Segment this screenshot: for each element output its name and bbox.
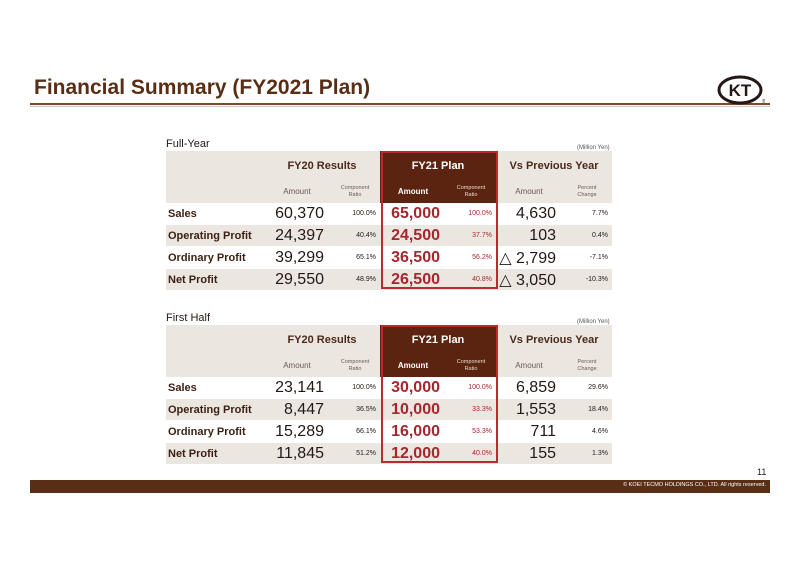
vs-percent: 0.4%: [562, 224, 612, 247]
group-fy21-header: FY21 Plan: [380, 151, 496, 180]
fy21-amount: 16,000: [380, 420, 446, 443]
header-blank: [166, 325, 264, 377]
fy21-ratio: 37.7%: [446, 224, 496, 247]
fy20-amount: 11,845: [264, 442, 330, 465]
fy20-amount: 15,289: [264, 420, 330, 443]
fy20-amount: 8,447: [264, 398, 330, 421]
fy21-ratio: 53.3%: [446, 420, 496, 443]
row-label: Sales: [166, 377, 264, 399]
vs-amount: △ 3,050: [496, 268, 562, 291]
fy21-ratio: 33.3%: [446, 398, 496, 421]
sub-amount-plan: Amount: [380, 354, 446, 377]
vs-percent: -7.1%: [562, 246, 612, 269]
table-row: Ordinary Profit 39,299 65.1% 36,500 56.2…: [166, 246, 612, 269]
fy20-amount: 39,299: [264, 246, 330, 269]
fy21-ratio: 40.0%: [446, 442, 496, 465]
logo-text: KT: [729, 81, 752, 100]
vs-amount: 6,859: [496, 377, 562, 399]
sub-component-ratio-plan: Component Ratio: [446, 180, 496, 203]
section-label-full-year: Full-Year: [166, 138, 210, 150]
vs-amount: 4,630: [496, 203, 562, 225]
fy20-amount: 23,141: [264, 377, 330, 399]
fy20-ratio: 100.0%: [330, 203, 380, 225]
vs-amount: 711: [496, 420, 562, 443]
fy21-amount: 65,000: [380, 203, 446, 225]
sub-percent-change: Percent Change: [562, 180, 612, 203]
vs-amount: 155: [496, 442, 562, 465]
vs-amount: 103: [496, 224, 562, 247]
vs-percent: 18.4%: [562, 398, 612, 421]
fy21-ratio: 100.0%: [446, 203, 496, 225]
table-row: Net Profit 29,550 48.9% 26,500 40.8% △ 3…: [166, 268, 612, 291]
vs-percent: -10.3%: [562, 268, 612, 291]
footer-bar: © KOEI TECMO HOLDINGS CO., LTD. All righ…: [30, 480, 770, 493]
sub-amount-plan: Amount: [380, 180, 446, 203]
fy21-ratio: 100.0%: [446, 377, 496, 399]
row-label: Ordinary Profit: [166, 246, 264, 269]
company-logo: KT ®: [717, 75, 765, 105]
row-label: Operating Profit: [166, 398, 264, 421]
fy20-ratio: 40.4%: [330, 224, 380, 247]
fy20-ratio: 66.1%: [330, 420, 380, 443]
fy21-amount: 24,500: [380, 224, 446, 247]
row-label: Operating Profit: [166, 224, 264, 247]
table-row: Sales 23,141 100.0% 30,000 100.0% 6,859 …: [166, 377, 612, 399]
copyright-text: © KOEI TECMO HOLDINGS CO., LTD. All righ…: [623, 482, 766, 488]
group-vs-header: Vs Previous Year: [496, 151, 612, 180]
group-fy21-header: FY21 Plan: [380, 325, 496, 354]
fy20-amount: 60,370: [264, 203, 330, 225]
group-fy20-header: FY20 Results: [264, 325, 380, 354]
first-half-table: FY20 Results FY21 Plan Vs Previous Year …: [166, 325, 612, 465]
row-label: Net Profit: [166, 442, 264, 465]
section-label-first-half: First Half: [166, 312, 210, 324]
unit-label: (Million Yen): [577, 145, 610, 151]
fy20-amount: 24,397: [264, 224, 330, 247]
fy20-ratio: 51.2%: [330, 442, 380, 465]
row-label: Sales: [166, 203, 264, 225]
svg-text:®: ®: [762, 98, 765, 105]
vs-percent: 7.7%: [562, 203, 612, 225]
header-blank: [166, 151, 264, 203]
fy21-ratio: 40.8%: [446, 268, 496, 291]
fy21-amount: 30,000: [380, 377, 446, 399]
fy21-amount: 12,000: [380, 442, 446, 465]
page-title: Financial Summary (FY2021 Plan): [34, 76, 371, 99]
full-year-table: FY20 Results FY21 Plan Vs Previous Year …: [166, 151, 612, 291]
fy20-ratio: 65.1%: [330, 246, 380, 269]
vs-percent: 4.6%: [562, 420, 612, 443]
sub-component-ratio: Component Ratio: [330, 354, 380, 377]
table-row: Net Profit 11,845 51.2% 12,000 40.0% 155…: [166, 442, 612, 465]
group-fy20-header: FY20 Results: [264, 151, 380, 180]
sub-amount: Amount: [264, 354, 330, 377]
table-row: Ordinary Profit 15,289 66.1% 16,000 53.3…: [166, 420, 612, 443]
unit-label: (Million Yen): [577, 319, 610, 325]
sub-percent-change: Percent Change: [562, 354, 612, 377]
vs-percent: 1.3%: [562, 442, 612, 465]
vs-amount: △ 2,799: [496, 246, 562, 269]
fy21-amount: 10,000: [380, 398, 446, 421]
table-row: Sales 60,370 100.0% 65,000 100.0% 4,630 …: [166, 203, 612, 225]
fy20-ratio: 100.0%: [330, 377, 380, 399]
row-label: Ordinary Profit: [166, 420, 264, 443]
sub-amount-vs: Amount: [496, 354, 562, 377]
title-divider: [30, 103, 770, 105]
page-number: 11: [757, 467, 767, 477]
sub-component-ratio-plan: Component Ratio: [446, 354, 496, 377]
fy21-amount: 26,500: [380, 268, 446, 291]
group-vs-header: Vs Previous Year: [496, 325, 612, 354]
fy20-amount: 29,550: [264, 268, 330, 291]
vs-percent: 29.6%: [562, 377, 612, 399]
sub-amount-vs: Amount: [496, 180, 562, 203]
table-row: Operating Profit 8,447 36.5% 10,000 33.3…: [166, 398, 612, 421]
fy21-amount: 36,500: [380, 246, 446, 269]
vs-amount: 1,553: [496, 398, 562, 421]
sub-amount: Amount: [264, 180, 330, 203]
fy20-ratio: 36.5%: [330, 398, 380, 421]
fy21-ratio: 56.2%: [446, 246, 496, 269]
table-row: Operating Profit 24,397 40.4% 24,500 37.…: [166, 224, 612, 247]
title-divider-shadow: [30, 106, 770, 107]
row-label: Net Profit: [166, 268, 264, 291]
fy20-ratio: 48.9%: [330, 268, 380, 291]
sub-component-ratio: Component Ratio: [330, 180, 380, 203]
